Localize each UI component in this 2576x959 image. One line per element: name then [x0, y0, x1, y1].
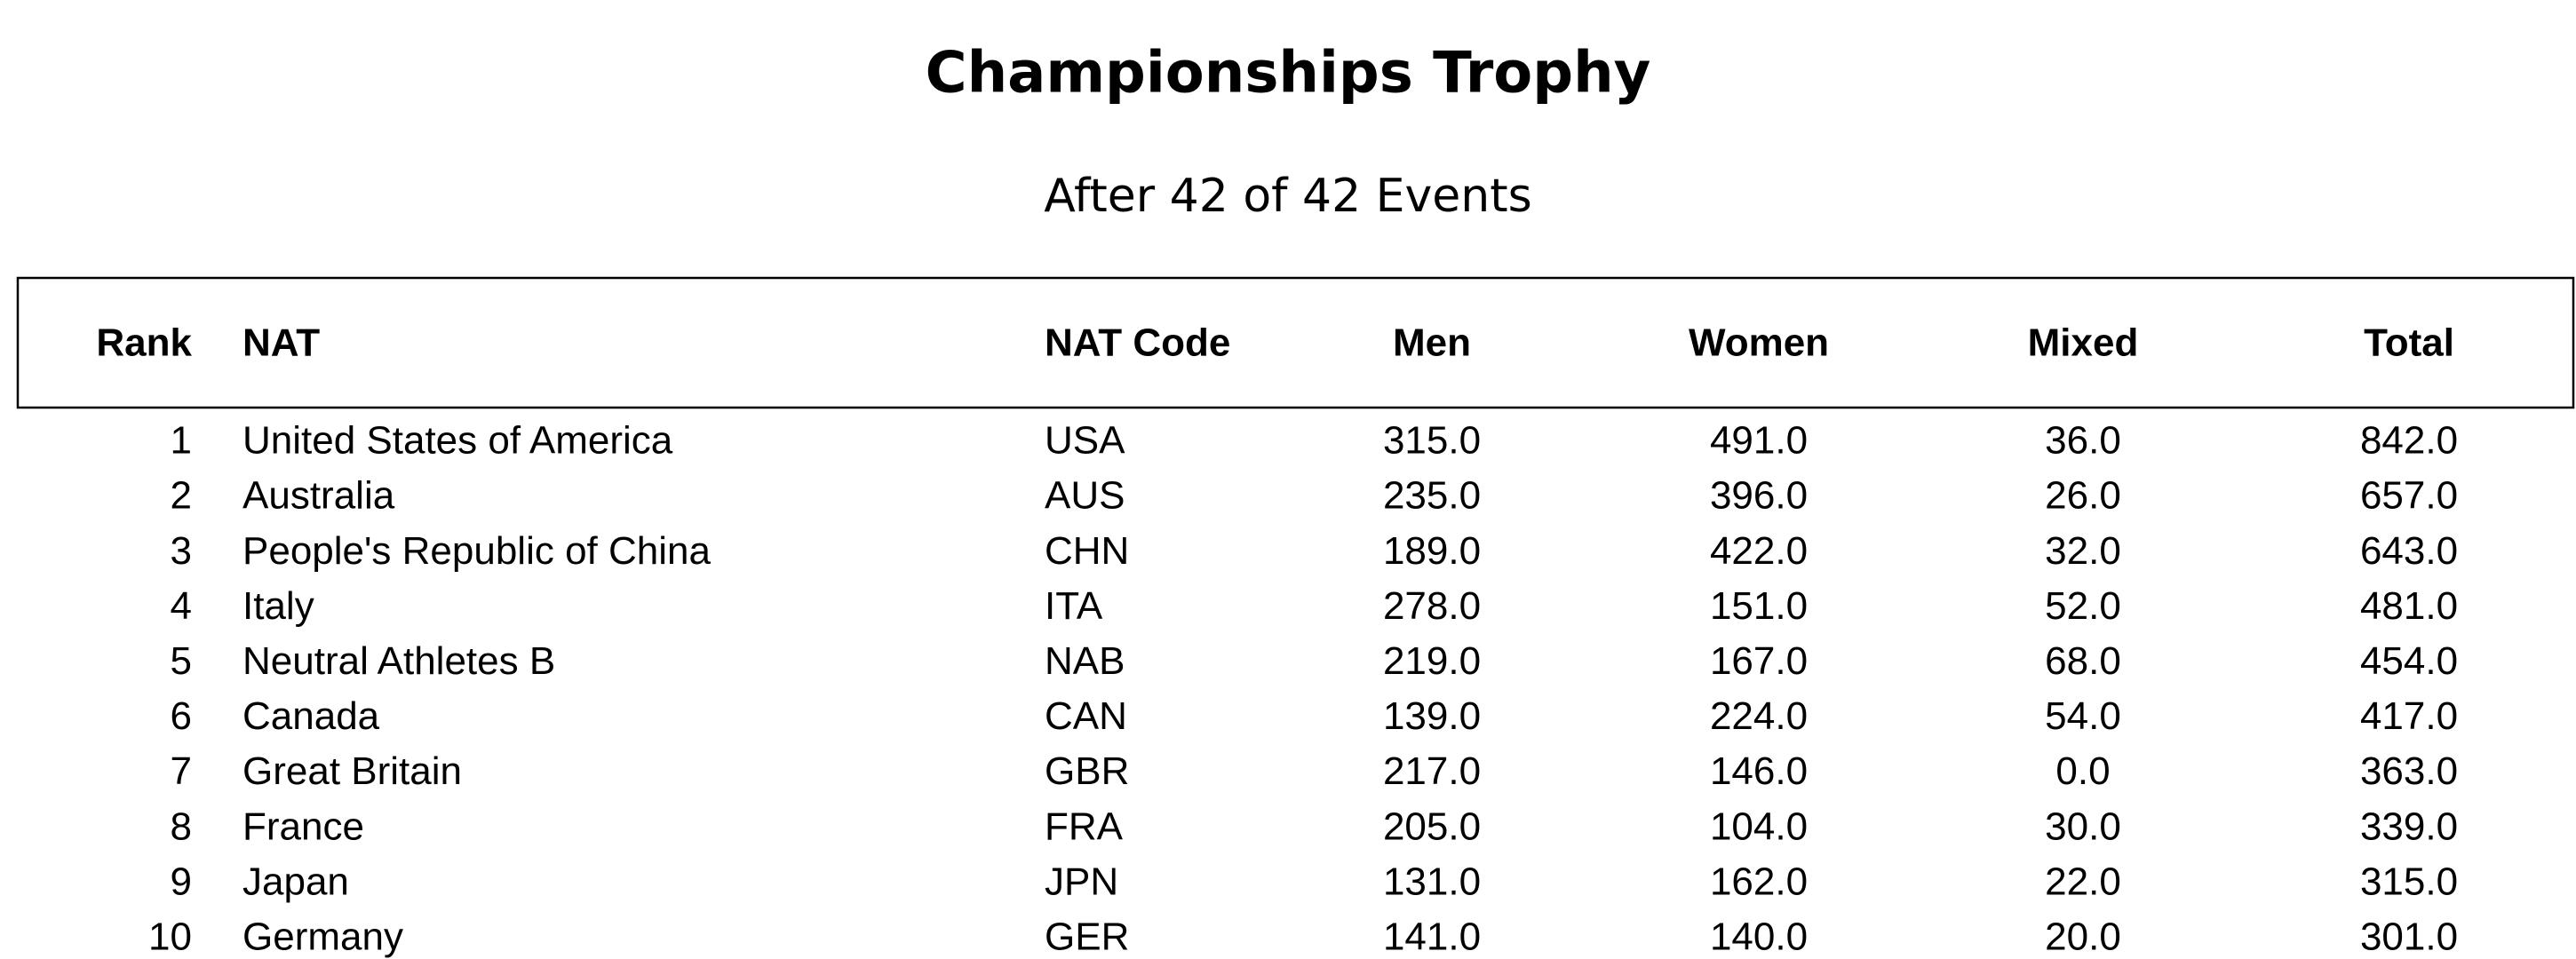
cell: 643.0	[2360, 529, 2458, 573]
cell: 104.0	[1710, 804, 1808, 848]
cell: 422.0	[1710, 529, 1808, 573]
cell: 491.0	[1710, 419, 1808, 463]
cell: 3	[171, 529, 192, 573]
cell: 315.0	[2360, 860, 2458, 903]
cell: 139.0	[1383, 694, 1481, 738]
cell: 396.0	[1710, 474, 1808, 518]
column-header: NAT Code	[1045, 321, 1230, 365]
cell: 363.0	[2360, 749, 2458, 793]
cell: 30.0	[2045, 804, 2121, 848]
cell: 189.0	[1383, 529, 1481, 573]
cell: Germany	[242, 915, 403, 959]
cell: 657.0	[2360, 474, 2458, 518]
cell: 205.0	[1383, 804, 1481, 848]
cell: ITA	[1045, 584, 1103, 628]
cell: 162.0	[1710, 860, 1808, 903]
subtitle: After 42 of 42 Events	[1044, 170, 1532, 223]
cell: 141.0	[1383, 915, 1481, 959]
cell: 7	[171, 749, 192, 793]
cell: JPN	[1045, 860, 1118, 903]
cell: 278.0	[1383, 584, 1481, 628]
cell: 36.0	[2045, 419, 2121, 463]
cell: 481.0	[2360, 584, 2458, 628]
cell: 131.0	[1383, 860, 1481, 903]
cell: Japan	[242, 860, 349, 903]
column-header: Women	[1689, 321, 1829, 365]
cell: Italy	[242, 584, 314, 628]
cell: GBR	[1045, 749, 1129, 793]
cell: France	[242, 804, 364, 848]
cell: CAN	[1045, 694, 1127, 738]
column-header: Mixed	[2028, 321, 2139, 365]
cell: 339.0	[2360, 804, 2458, 848]
cell: AUS	[1045, 474, 1125, 518]
cell: 32.0	[2045, 529, 2121, 573]
cell: 8	[171, 804, 192, 848]
column-header: Rank	[96, 321, 192, 365]
cell: 10	[148, 915, 192, 959]
cell: USA	[1045, 419, 1125, 463]
cell: NAB	[1045, 639, 1125, 683]
cell: United States of America	[242, 419, 673, 463]
cell: 52.0	[2045, 584, 2121, 628]
cell: 417.0	[2360, 694, 2458, 738]
cell: 217.0	[1383, 749, 1481, 793]
cell: 0.0	[2055, 749, 2110, 793]
cell: CHN	[1045, 529, 1129, 573]
cell: 6	[171, 694, 192, 738]
cell: 5	[171, 639, 192, 683]
cell: 301.0	[2360, 915, 2458, 959]
cell: 454.0	[2360, 639, 2458, 683]
cell: 4	[171, 584, 192, 628]
cell: 1	[171, 419, 192, 463]
column-header: Total	[2364, 321, 2454, 365]
cell: Canada	[242, 694, 380, 738]
cell: Neutral Athletes B	[242, 639, 555, 683]
cell: 9	[171, 860, 192, 903]
cell: 146.0	[1710, 749, 1808, 793]
cell: 167.0	[1710, 639, 1808, 683]
cell: 842.0	[2360, 419, 2458, 463]
cell: 224.0	[1710, 694, 1808, 738]
cell: 20.0	[2045, 915, 2121, 959]
cell: FRA	[1045, 804, 1124, 848]
cell: 68.0	[2045, 639, 2121, 683]
title: Championships Trophy	[926, 41, 1651, 107]
cell: 140.0	[1710, 915, 1808, 959]
cell: 235.0	[1383, 474, 1481, 518]
cell: GER	[1045, 915, 1129, 959]
cell: 26.0	[2045, 474, 2121, 518]
cell: 2	[171, 474, 192, 518]
cell: Great Britain	[242, 749, 462, 793]
cell: Australia	[242, 474, 395, 518]
cell: 54.0	[2045, 694, 2121, 738]
cell: 315.0	[1383, 419, 1481, 463]
cell: 219.0	[1383, 639, 1481, 683]
cell: People's Republic of China	[242, 529, 711, 573]
cell: 151.0	[1710, 584, 1808, 628]
cell: 22.0	[2045, 860, 2121, 903]
column-header: NAT	[242, 321, 320, 365]
header-box	[16, 276, 2575, 409]
column-header: Men	[1393, 321, 1471, 365]
